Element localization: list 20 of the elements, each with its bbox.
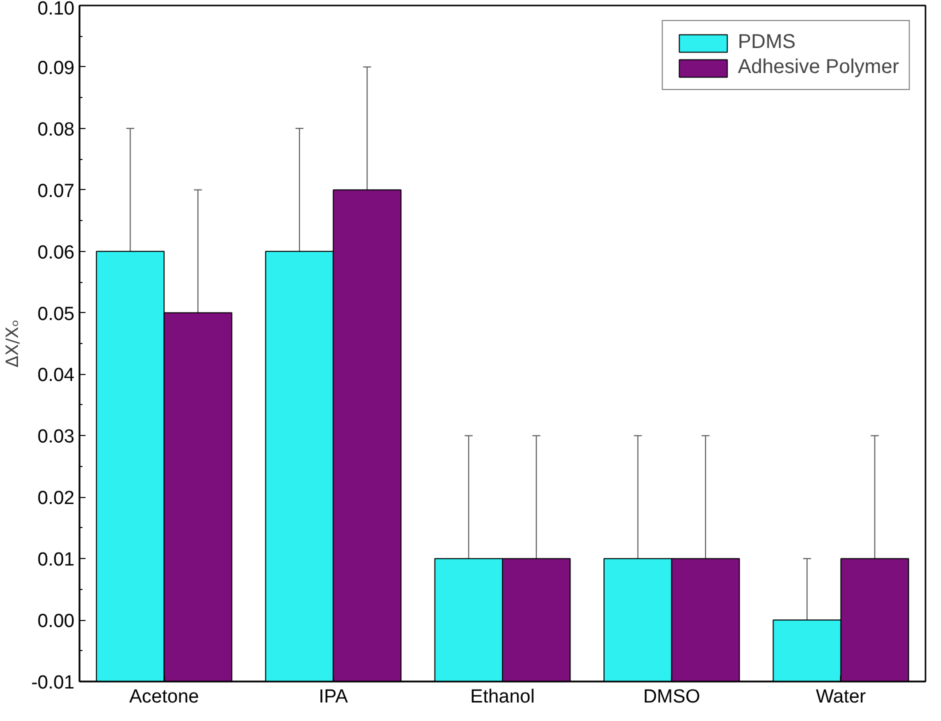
x-tick-label: Ethanol xyxy=(470,686,535,708)
y-tick-label: 0.09 xyxy=(38,58,75,79)
y-tick-label: 0.07 xyxy=(38,180,75,202)
y-tick-label: 0.04 xyxy=(38,365,75,386)
x-tick-label: Water xyxy=(816,686,867,708)
y-tick-label: -0.01 xyxy=(31,672,75,694)
y-tick-label: 0.00 xyxy=(38,611,75,632)
y-tick-label: 0.08 xyxy=(38,119,75,140)
y-axis-title: ΔX/Xₒ xyxy=(3,320,24,368)
y-tick-label: 0.06 xyxy=(38,242,75,264)
x-tick-label: Acetone xyxy=(129,686,199,708)
legend-label: Adhesive Polymer xyxy=(738,56,899,79)
y-tick-label: 0.10 xyxy=(38,0,75,20)
legend-label: PDMS xyxy=(738,31,796,54)
y-tick-label: 0.02 xyxy=(38,488,75,510)
x-tick-label: DMSO xyxy=(643,686,700,708)
y-tick-label: 0.01 xyxy=(38,550,75,571)
x-tick-label: IPA xyxy=(318,686,348,708)
y-tick-label: 0.03 xyxy=(38,426,75,448)
y-tick-label: 0.05 xyxy=(38,304,75,325)
